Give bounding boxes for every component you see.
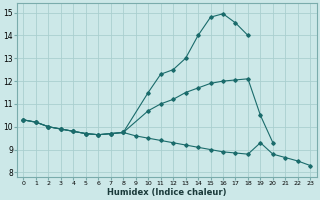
X-axis label: Humidex (Indice chaleur): Humidex (Indice chaleur) bbox=[107, 188, 227, 197]
